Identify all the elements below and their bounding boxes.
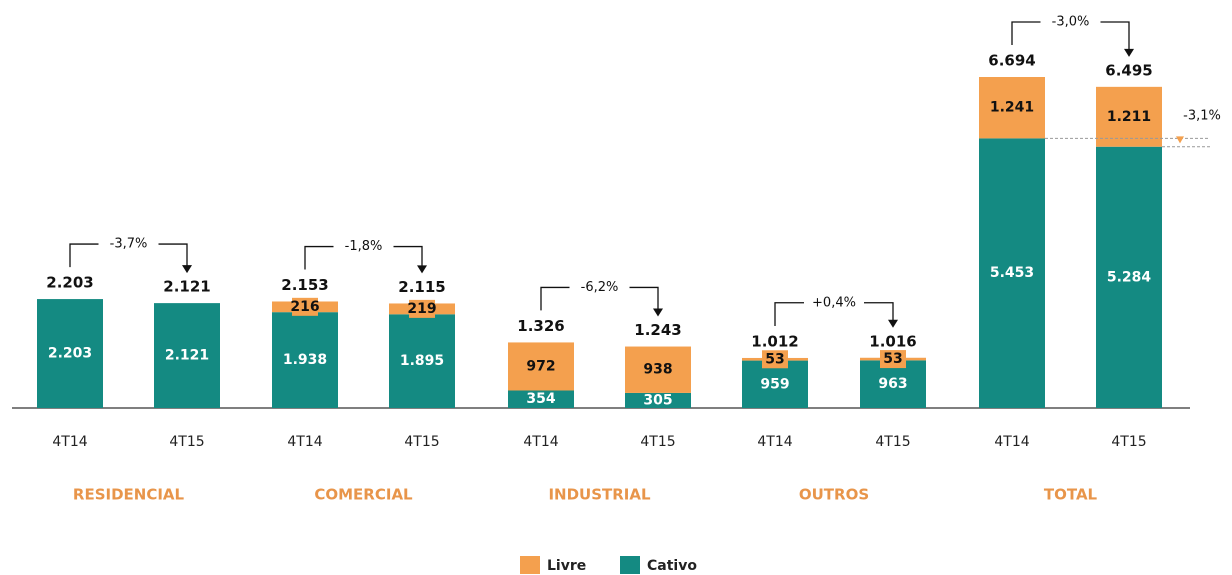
x-tick-label: 4T14 (994, 434, 1029, 450)
bar-segment (979, 138, 1045, 408)
group-label: OUTROS (799, 486, 869, 504)
bar-segment (37, 299, 103, 408)
x-tick-label: 4T15 (404, 434, 439, 450)
change-label: -1,8% (345, 239, 383, 254)
change-label: -3,1% (1183, 109, 1221, 124)
value-label: 5.284 (1107, 269, 1152, 285)
label-bg (98, 234, 159, 255)
x-tick-label: 4T15 (640, 434, 675, 450)
total-label: 1.012 (751, 332, 798, 350)
bar-segment (860, 360, 926, 408)
value-label: 219 (407, 301, 436, 317)
value-label: 53 (883, 351, 902, 367)
value-label: 972 (526, 358, 555, 374)
value-label: 53 (765, 351, 784, 367)
x-tick-label: 4T15 (169, 434, 204, 450)
bar-segment (979, 77, 1045, 139)
value-label: 1.938 (283, 352, 327, 368)
value-label: 963 (878, 376, 907, 392)
total-label: 6.694 (988, 52, 1035, 70)
bar-segment (625, 346, 691, 393)
legend-label: Cativo (647, 558, 697, 574)
group-label: RESIDENCIAL (73, 486, 185, 504)
total-label: 2.115 (398, 278, 445, 296)
arrow-head (1124, 48, 1134, 57)
value-label: 216 (290, 299, 319, 315)
bar-segment (508, 342, 574, 391)
x-tick-label: 4T14 (52, 434, 87, 450)
value-label: 938 (643, 362, 672, 378)
legend-label: Livre (547, 558, 586, 574)
group-label: INDUSTRIAL (548, 486, 651, 504)
group-label: COMERCIAL (314, 486, 413, 504)
arrow-head (417, 265, 427, 274)
label-bg (292, 297, 318, 316)
arrow-head (182, 265, 192, 274)
label-bg (409, 299, 435, 318)
label-bg (804, 292, 864, 313)
value-label: 2.203 (48, 346, 92, 362)
group-label: TOTAL (1044, 486, 1098, 504)
change-label: -3,7% (110, 237, 148, 252)
value-label: 1.211 (1107, 109, 1151, 125)
label-bg (762, 350, 788, 369)
x-tick-label: 4T15 (1111, 434, 1146, 450)
label-bg (569, 277, 630, 298)
change-label: -3,0% (1052, 15, 1090, 30)
value-label: 305 (643, 392, 672, 408)
value-label: 5.453 (990, 265, 1034, 281)
x-tick-label: 4T14 (523, 434, 558, 450)
value-label: 959 (760, 376, 789, 392)
arrow-head (888, 319, 898, 328)
total-label: 2.153 (281, 276, 328, 294)
total-label: 2.203 (46, 274, 93, 292)
total-label: 2.121 (163, 278, 210, 296)
label-bg (1040, 12, 1101, 32)
arrow-head (1176, 136, 1184, 144)
bar-segment (625, 392, 691, 408)
x-tick-label: 4T14 (757, 434, 792, 450)
value-label: 2.121 (165, 348, 209, 364)
bar-segment (389, 314, 455, 408)
value-label: 1.895 (400, 353, 444, 369)
total-label: 1.326 (517, 317, 564, 335)
x-tick-label: 4T15 (875, 434, 910, 450)
value-label: 354 (526, 391, 555, 407)
arrow-head (653, 308, 663, 317)
bar-segment (508, 390, 574, 408)
label-bg (880, 350, 906, 369)
change-label: +0,4% (812, 295, 856, 310)
x-tick-label: 4T14 (287, 434, 322, 450)
bar-segment (742, 360, 808, 408)
bar-segment (1096, 146, 1162, 408)
total-label: 6.495 (1105, 61, 1152, 79)
total-label: 1.243 (634, 321, 681, 339)
total-label: 1.016 (869, 332, 916, 350)
legend-swatch (520, 556, 540, 574)
change-label: -6,2% (581, 280, 619, 295)
value-label: 1.241 (990, 100, 1034, 116)
legend-swatch (620, 556, 640, 574)
bar-segment (154, 303, 220, 408)
bar-segment (1096, 86, 1162, 147)
bar-segment (272, 312, 338, 408)
label-bg (333, 236, 394, 257)
